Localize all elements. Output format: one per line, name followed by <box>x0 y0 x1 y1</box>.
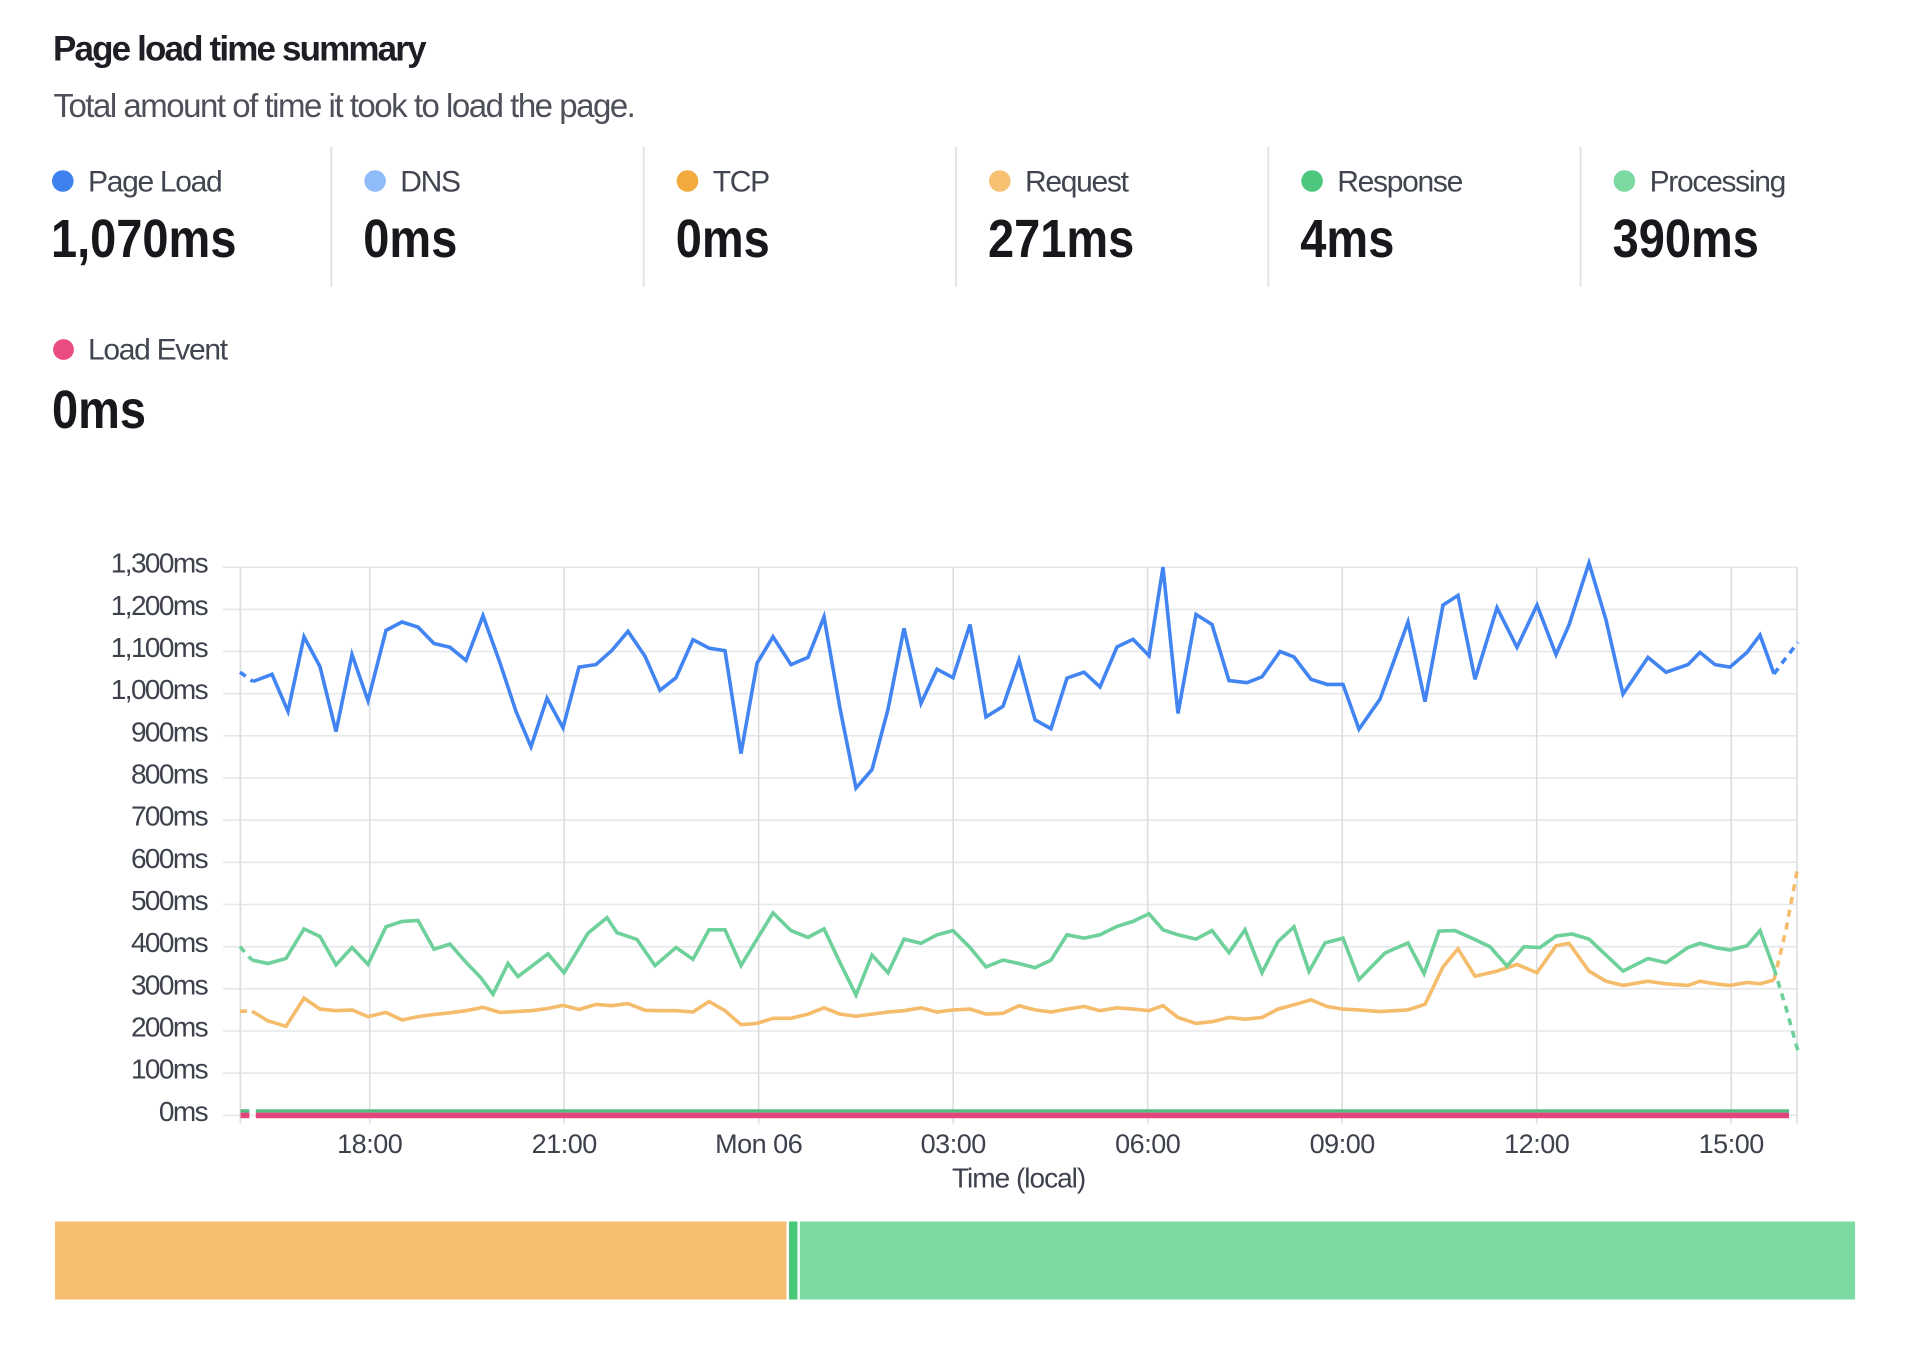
svg-text:Time (local): Time (local) <box>952 1162 1085 1193</box>
svg-text:1,200ms: 1,200ms <box>111 590 208 621</box>
svg-text:1,300ms: 1,300ms <box>111 548 208 579</box>
svg-text:0ms: 0ms <box>676 208 770 269</box>
svg-text:18:00: 18:00 <box>337 1129 402 1159</box>
svg-text:1,070ms: 1,070ms <box>51 208 236 269</box>
svg-text:Load Event: Load Event <box>88 334 229 367</box>
svg-text:100ms: 100ms <box>131 1054 208 1085</box>
svg-text:271ms: 271ms <box>988 208 1134 269</box>
svg-text:DNS: DNS <box>400 165 460 198</box>
svg-text:Page load time summary: Page load time summary <box>53 30 427 69</box>
svg-text:15:00: 15:00 <box>1699 1129 1764 1159</box>
svg-text:Mon 06: Mon 06 <box>715 1129 802 1159</box>
svg-text:600ms: 600ms <box>131 843 208 874</box>
svg-text:800ms: 800ms <box>131 759 208 790</box>
svg-text:1,000ms: 1,000ms <box>111 674 208 705</box>
svg-text:09:00: 09:00 <box>1310 1129 1375 1159</box>
svg-text:Request: Request <box>1025 165 1130 198</box>
svg-text:06:00: 06:00 <box>1115 1129 1180 1159</box>
svg-text:900ms: 900ms <box>131 716 208 747</box>
svg-text:12:00: 12:00 <box>1504 1129 1569 1159</box>
svg-text:Processing: Processing <box>1650 165 1785 198</box>
svg-text:390ms: 390ms <box>1613 208 1759 269</box>
svg-text:500ms: 500ms <box>131 885 208 916</box>
svg-text:21:00: 21:00 <box>532 1129 597 1159</box>
svg-text:0ms: 0ms <box>363 208 457 269</box>
svg-text:300ms: 300ms <box>131 969 208 1000</box>
svg-text:200ms: 200ms <box>131 1012 208 1043</box>
svg-text:1,100ms: 1,100ms <box>111 632 208 663</box>
svg-text:Page Load: Page Load <box>88 165 221 198</box>
svg-text:Response: Response <box>1337 165 1462 198</box>
svg-text:0ms: 0ms <box>159 1096 208 1127</box>
svg-text:4ms: 4ms <box>1300 208 1394 269</box>
svg-text:03:00: 03:00 <box>921 1129 986 1159</box>
svg-text:700ms: 700ms <box>131 801 208 832</box>
svg-text:Total amount of time it took t: Total amount of time it took to load the… <box>54 87 635 124</box>
svg-text:0ms: 0ms <box>52 379 146 440</box>
svg-text:TCP: TCP <box>713 165 769 198</box>
svg-text:400ms: 400ms <box>131 927 208 958</box>
